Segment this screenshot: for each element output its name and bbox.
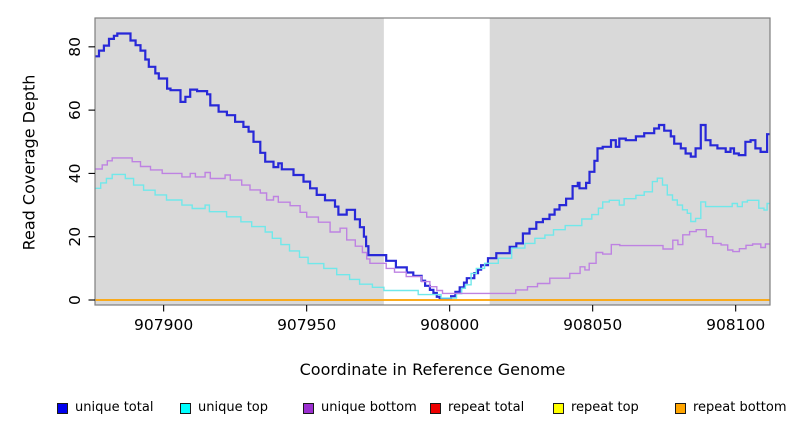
highlight-band [383,18,490,305]
legend-item-repeat-bottom: repeat bottom [675,399,787,417]
y-tick-label: 40 [66,164,84,184]
legend-label: unique bottom [321,400,417,415]
legend-item-unique-top: unique top [180,399,268,417]
series-unique-total [95,32,770,301]
series-unique-top [95,173,770,299]
legend: unique total unique top unique bottom repea… [0,399,792,421]
legend-item-unique-total: unique total [57,399,153,417]
legend-label: repeat top [571,400,639,415]
plot-border [94,17,771,306]
x-axis-title: Coordinate in Reference Genome [299,360,566,379]
repeat-top-swatch-icon [553,402,564,414]
unique-top-swatch-icon [180,402,191,414]
x-tick-label: 907900 [134,316,193,334]
unique-bottom-swatch-icon [303,402,314,414]
x-tick-label: 907950 [277,316,336,334]
y-tick-label: 80 [66,37,84,57]
legend-label: repeat total [448,400,525,415]
y-axis-title: Read Coverage Depth [19,74,39,251]
legend-label: repeat bottom [693,400,787,415]
legend-item-repeat-top: repeat top [553,399,639,417]
series-unique-bottom [95,157,770,295]
x-tick-label: 908100 [706,316,765,334]
repeat-total-swatch-icon [430,402,441,414]
y-tick-label: 60 [66,100,84,120]
unique-total-swatch-icon [57,402,68,414]
legend-label: unique top [198,400,269,415]
legend-item-repeat-total: repeat total [430,399,524,417]
x-tick-label: 908000 [420,316,479,334]
legend-item-unique-bottom: unique bottom [303,399,417,417]
legend-label: unique total [75,400,154,415]
y-tick-label: 20 [66,227,84,247]
y-tick-label: 0 [66,295,84,305]
repeat-bottom-swatch-icon [675,402,686,414]
x-tick-label: 908050 [563,316,622,334]
